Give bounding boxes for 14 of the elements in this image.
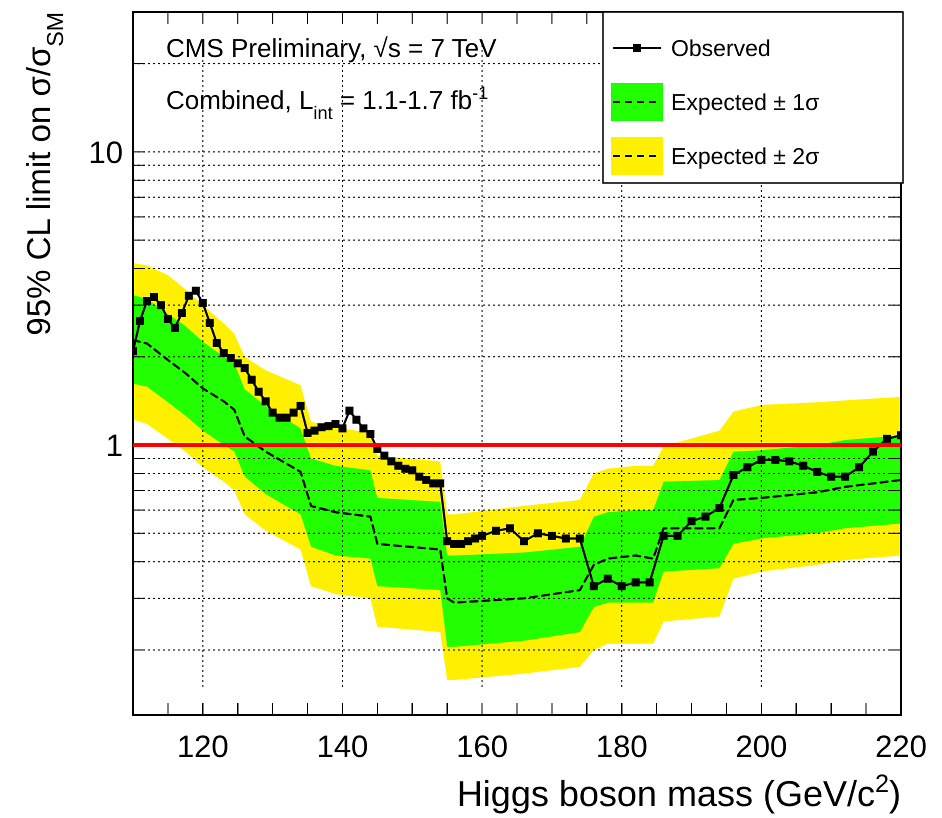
- x-tick-label: 180: [596, 729, 648, 764]
- x-tick-label: 160: [456, 729, 508, 764]
- legend-label: Expected ± 2σ: [671, 143, 820, 169]
- y-tick-label: 1: [106, 428, 123, 464]
- x-tick-label: 140: [316, 729, 368, 764]
- x-axis-title: Higgs boson mass (GeV/c$^{2}$): [456, 770, 901, 814]
- x-tick-label: 220: [875, 729, 927, 764]
- annotation: Combined, L$_{int}$ = 1.1-1.7 fb$^{-1}$: [166, 83, 488, 123]
- legend-label: Expected ± 1σ: [671, 89, 820, 115]
- x-tick-label: 200: [735, 729, 788, 764]
- annotation: CMS Preliminary, √s = 7 TeV: [166, 33, 498, 63]
- legend-label: Observed: [671, 35, 771, 61]
- y-tick-label: 10: [88, 134, 123, 170]
- x-tick-label: 120: [176, 729, 229, 764]
